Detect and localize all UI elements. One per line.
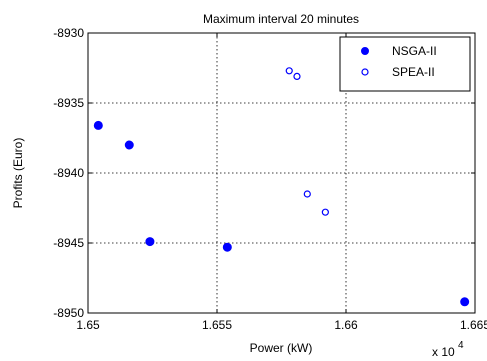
x-axis-exponent: 4 [458, 340, 464, 351]
x-axis-label: Power (kW) [250, 341, 313, 355]
axis-ticks [87, 32, 476, 314]
legend-marker-nsga-ii [361, 47, 369, 55]
data-points [93, 67, 470, 307]
legend-label-spea-ii: SPEA-II [392, 65, 435, 79]
data-point-spea-ii [321, 208, 329, 216]
x-tick-label: 1.66 [334, 318, 358, 332]
y-tick-label: -8950 [53, 306, 84, 320]
series-nsga-ii [93, 120, 470, 307]
chart-title: Maximum interval 20 minutes [203, 12, 359, 26]
data-point-nsga-ii [222, 242, 232, 252]
x-tick-label: 1.65 [76, 318, 100, 332]
data-point-nsga-ii [124, 140, 134, 150]
x-tick-label: 1.665 [460, 318, 487, 332]
y-axis-label: Profits (Euro) [11, 138, 25, 209]
legend: NSGA-II SPEA-II [339, 36, 471, 92]
x-axis-multiplier: x 10 [432, 345, 455, 359]
data-point-spea-ii [285, 67, 293, 75]
data-point-nsga-ii [93, 120, 103, 130]
y-tick-label: -8935 [53, 96, 84, 110]
data-point-spea-ii [293, 72, 301, 81]
tick-labels: 1.65 1.655 1.66 1.665 -8950 -8945 -8940 -8935 -8… [53, 26, 487, 332]
legend-label-nsga-ii: NSGA-II [392, 44, 437, 58]
legend-box [339, 36, 471, 92]
legend-marker-spea-ii [361, 68, 369, 76]
data-point-spea-ii [303, 190, 311, 198]
series-spea-ii [285, 67, 329, 216]
y-tick-label: -8940 [53, 166, 84, 180]
y-tick-label: -8945 [53, 236, 84, 250]
data-point-nsga-ii [460, 297, 470, 307]
data-point-nsga-ii [145, 237, 155, 247]
x-tick-label: 1.655 [202, 318, 232, 332]
y-tick-label: -8930 [53, 26, 84, 40]
